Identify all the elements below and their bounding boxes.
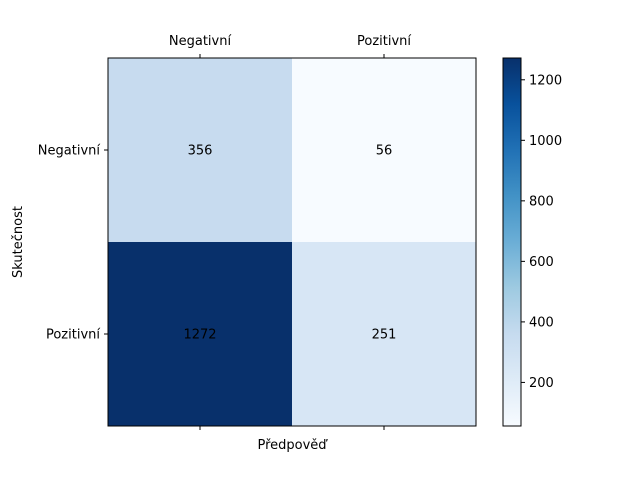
- colorbar-tick-label: 400: [529, 315, 554, 330]
- heatmap-cells: [108, 58, 476, 426]
- colorbar-tick-label: 800: [529, 194, 554, 209]
- cell-value-labels: 356 56 1272 251: [183, 144, 396, 343]
- y-ticks: Negativní Pozitivní: [38, 144, 108, 343]
- y-tick-label: Negativní: [38, 144, 101, 159]
- x-tick-label: Pozitivní: [357, 34, 411, 49]
- colorbar-tick-label: 1200: [529, 73, 562, 88]
- colorbar-ticks: 200 400 600 800 1000 1200: [521, 73, 562, 391]
- colorbar-tick-label: 1000: [529, 134, 562, 149]
- heatmap-cell: [292, 58, 476, 242]
- plot-frame: [107, 57, 477, 427]
- cell-value-label: 251: [372, 328, 397, 343]
- y-tick-label: Pozitivní: [46, 328, 100, 343]
- cell-value-label: 1272: [183, 328, 216, 343]
- colorbar: [502, 57, 522, 427]
- colorbar-tick-label: 600: [529, 255, 554, 270]
- x-axis-label: Předpověď: [257, 438, 328, 453]
- colorbar-tick-label: 200: [529, 376, 554, 391]
- heatmap-cell: [292, 242, 476, 426]
- heatmap-cell: [108, 242, 292, 426]
- x-tick-label: Negativní: [169, 34, 232, 49]
- cell-value-label: 356: [188, 144, 213, 159]
- cell-value-label: 56: [376, 144, 393, 159]
- y-axis-label: Skutečnost: [11, 206, 26, 278]
- x-ticks: Negativní Pozitivní: [169, 34, 411, 430]
- heatmap-cell: [108, 58, 292, 242]
